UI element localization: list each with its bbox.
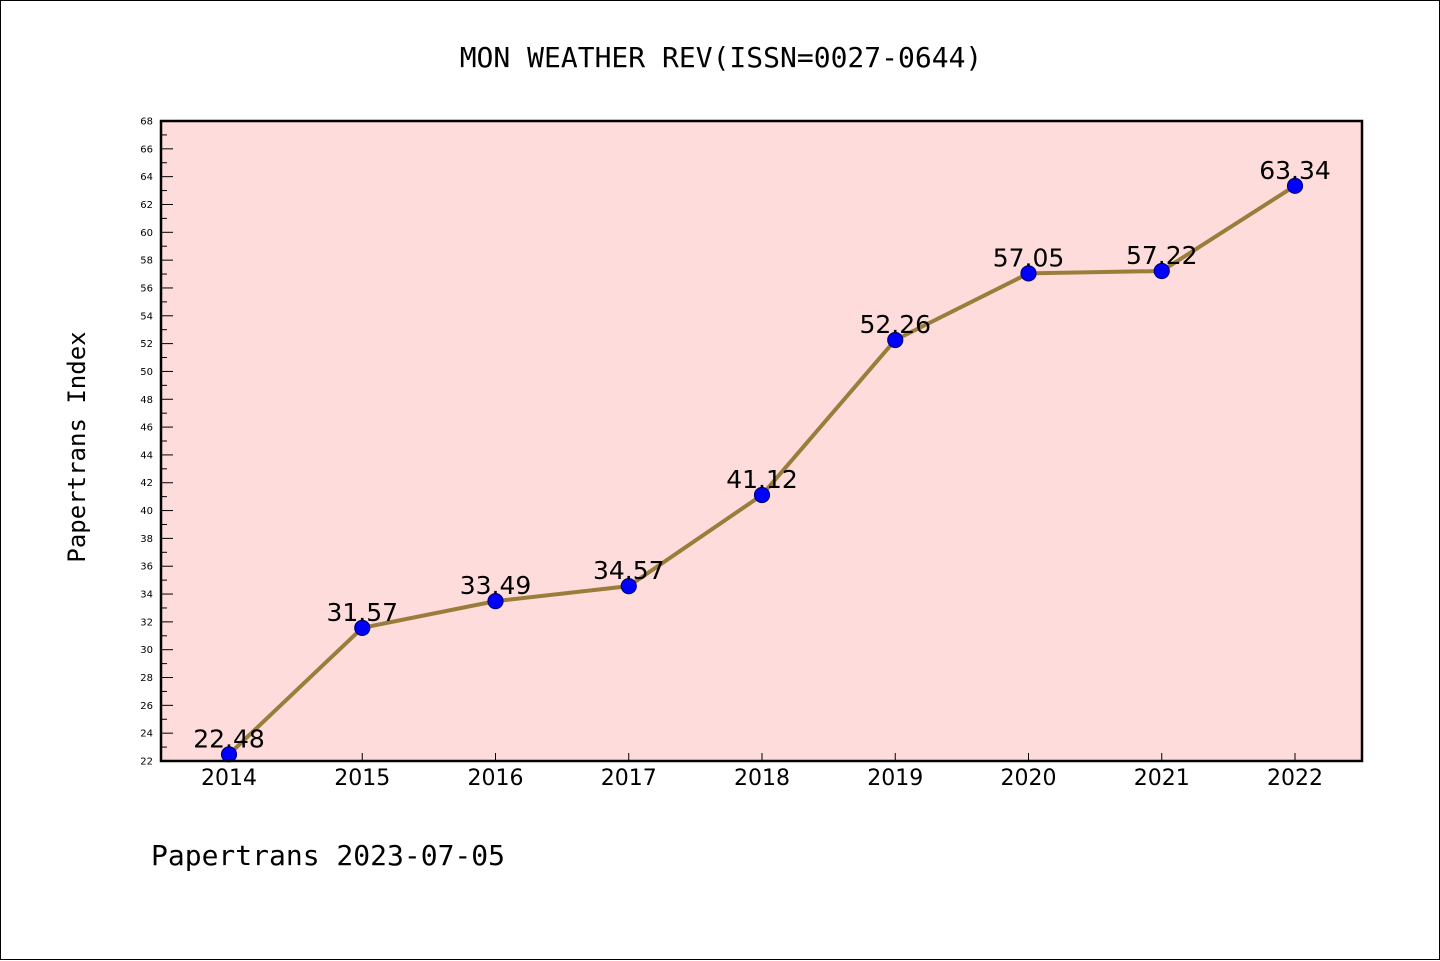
y-tick-label: 30 bbox=[140, 645, 153, 656]
data-labels: 22.48 31.57 33.49 34.57 41.12 52.26 57.05 57.22… bbox=[193, 156, 1331, 753]
x-tick-label: 2014 bbox=[201, 766, 257, 791]
y-tick-label: 68 bbox=[140, 117, 153, 128]
x-tick-label: 2019 bbox=[867, 766, 923, 791]
data-point bbox=[620, 578, 637, 595]
data-label: 63.34 bbox=[1259, 156, 1331, 185]
x-tick-label: 2020 bbox=[1001, 766, 1057, 791]
y-tick-label: 62 bbox=[140, 200, 153, 211]
y-tick-label: 54 bbox=[140, 311, 153, 322]
y-tick-label: 48 bbox=[140, 395, 153, 406]
y-tick-label: 38 bbox=[140, 534, 153, 545]
plot-area bbox=[161, 121, 1362, 761]
x-axis-ticks: 2014 2015 2016 2017 2018 2019 2020 2021 2022 bbox=[201, 753, 1323, 791]
y-tick-label: 64 bbox=[140, 172, 153, 183]
y-tick-label: 40 bbox=[140, 506, 153, 517]
y-tick-label: 28 bbox=[140, 673, 153, 684]
x-tick-label: 2018 bbox=[734, 766, 790, 791]
x-tick-label: 2021 bbox=[1134, 766, 1190, 791]
y-tick-label: 60 bbox=[140, 228, 153, 239]
y-tick-label: 56 bbox=[140, 283, 153, 294]
data-label: 33.49 bbox=[460, 571, 532, 600]
y-tick-label: 44 bbox=[140, 450, 153, 461]
x-tick-label: 2015 bbox=[334, 766, 390, 791]
footer-text: Papertrans 2023-07-05 bbox=[151, 839, 505, 872]
data-point bbox=[1286, 177, 1304, 194]
data-label: 57.05 bbox=[993, 243, 1065, 272]
plot-frame bbox=[159, 119, 1364, 763]
data-point bbox=[487, 593, 504, 610]
data-point bbox=[1153, 262, 1170, 280]
y-tick-label: 50 bbox=[140, 367, 153, 378]
data-label: 52.26 bbox=[859, 310, 931, 339]
x-tick-label: 2017 bbox=[601, 766, 657, 791]
y-axis-ticks: 22 24 26 28 30 32 34 36 38 40 42 44 46 48 50 52 54 56 58 60… bbox=[140, 117, 173, 768]
data-point bbox=[354, 619, 371, 636]
data-point bbox=[753, 486, 771, 504]
y-tick-label: 34 bbox=[140, 590, 153, 601]
y-tick-label: 52 bbox=[140, 339, 153, 350]
y-tick-label: 26 bbox=[140, 701, 153, 712]
y-tick-label: 58 bbox=[140, 256, 153, 267]
y-axis-label: Papertrans Index bbox=[63, 331, 91, 562]
y-tick-label: 36 bbox=[140, 562, 153, 573]
data-label: 41.12 bbox=[726, 465, 798, 494]
y-tick-label: 22 bbox=[140, 757, 153, 768]
x-tick-label: 2016 bbox=[468, 766, 524, 791]
chart-title: MON WEATHER REV(ISSN=0027-0644) bbox=[460, 41, 983, 74]
x-tick-label: 2022 bbox=[1267, 766, 1323, 791]
y-tick-label: 24 bbox=[140, 729, 153, 740]
data-label: 57.22 bbox=[1126, 241, 1198, 270]
data-label: 34.57 bbox=[593, 556, 665, 585]
y-tick-label: 42 bbox=[140, 478, 153, 489]
data-label: 31.57 bbox=[326, 598, 398, 627]
y-tick-label: 46 bbox=[140, 423, 153, 434]
data-point bbox=[1020, 265, 1037, 282]
data-label: 22.48 bbox=[193, 724, 265, 753]
data-point bbox=[887, 331, 904, 349]
y-tick-label: 32 bbox=[140, 617, 153, 628]
y-tick-label: 66 bbox=[140, 144, 153, 155]
